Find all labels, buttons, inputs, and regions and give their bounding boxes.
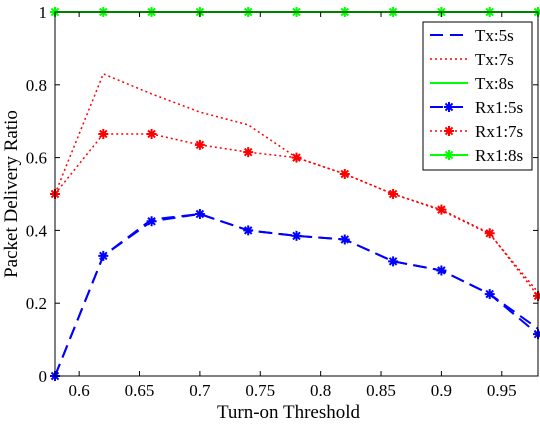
legend-item: Rx1:7s [430, 122, 523, 141]
data-point [194, 139, 205, 150]
y-tick-label: 0.8 [26, 76, 47, 95]
data-point [436, 265, 447, 276]
legend-item: Tx:8s [430, 74, 514, 93]
legend-label: Rx1:5s [475, 98, 523, 117]
x-tick-label: 0.7 [189, 381, 211, 400]
y-tick-label: 0.2 [26, 294, 47, 313]
data-point [243, 147, 254, 158]
legend-label: Tx:7s [475, 50, 514, 69]
x-tick-label: 0.75 [245, 381, 275, 400]
data-point [339, 168, 350, 179]
data-point [533, 290, 540, 301]
legend-marker [444, 102, 454, 112]
x-tick-label: 0.6 [69, 381, 90, 400]
data-point [388, 256, 399, 267]
data-point [243, 225, 254, 236]
data-point [484, 289, 495, 300]
data-point [146, 216, 157, 227]
x-tick-label: 0.95 [487, 381, 517, 400]
data-point [388, 189, 399, 199]
data-point [436, 204, 447, 215]
legend-label: Tx:5s [475, 26, 514, 45]
legend-marker [444, 126, 454, 136]
y-tick-label: 0.4 [26, 221, 48, 240]
x-tick-label: 0.65 [125, 381, 155, 400]
legend: Tx:5s Tx:7s Tx:8s Rx1:5s Rx1:7s Rx1:8s [422, 21, 533, 171]
x-tick-label: 0.9 [431, 381, 452, 400]
x-axis-title: Turn-on Threshold [217, 402, 361, 423]
y-tick-label: 0.6 [26, 149, 47, 168]
y-axis-title: Packet Delivery Ratio [1, 110, 22, 278]
data-point [291, 152, 302, 163]
data-point [484, 228, 495, 239]
y-tick-label: 0 [39, 367, 48, 386]
legend-item: Tx:5s [430, 26, 514, 45]
plot-frame [54, 11, 539, 377]
legend-box [422, 21, 533, 171]
data-point [533, 329, 540, 340]
data-point [98, 128, 109, 139]
legend-item: Tx:7s [430, 50, 514, 69]
legend-marker [444, 150, 454, 160]
data-point [339, 234, 350, 245]
legend-item: Rx1:5s [430, 98, 523, 117]
x-tick-label: 0.85 [366, 381, 396, 400]
series-line [54, 212, 539, 377]
legend-label: Rx1:7s [475, 122, 523, 141]
legend-label: Tx:8s [475, 74, 514, 93]
data-point [194, 209, 205, 220]
y-tick-label: 1 [39, 3, 48, 22]
data-point [146, 128, 157, 139]
axes-layer: 0.6 0.65 0.7 0.75 0.8 0.85 0.9 0.95 0 0.2 0.4 0.6 0.… [1, 3, 539, 423]
data-point [291, 230, 302, 241]
legend-label: Rx1:8s [475, 146, 523, 165]
series-rx1-5s [50, 209, 540, 381]
data-point [98, 250, 109, 261]
legend-item: Rx1:8s [430, 146, 523, 165]
x-tick-label: 0.8 [310, 381, 331, 400]
